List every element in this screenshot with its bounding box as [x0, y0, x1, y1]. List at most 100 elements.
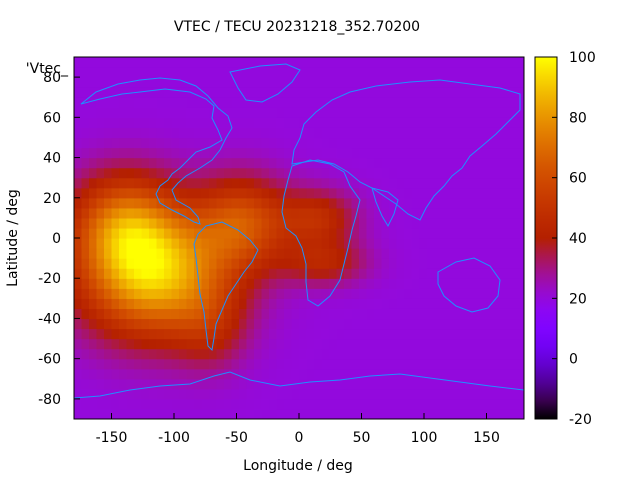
heatmap-cell [441, 67, 450, 78]
heatmap-cell [441, 278, 450, 289]
heatmap-cell [179, 157, 188, 169]
heatmap-cell [291, 248, 300, 259]
heatmap-cell [104, 157, 113, 169]
heatmap-cell [501, 258, 510, 269]
heatmap-cell [321, 258, 330, 269]
heatmap-cell [261, 388, 270, 400]
heatmap-cell [156, 368, 165, 380]
heatmap-cell [419, 408, 428, 419]
heatmap-cell [209, 197, 218, 209]
heatmap-cell [426, 248, 435, 259]
heatmap-cell [89, 187, 98, 199]
heatmap-cell [516, 117, 524, 128]
heatmap-cell [269, 338, 278, 350]
heatmap-cell [471, 368, 480, 380]
heatmap-cell [359, 137, 368, 149]
heatmap-cell [411, 298, 420, 309]
heatmap-cell [276, 187, 285, 199]
heatmap-cell [96, 408, 105, 419]
heatmap-cell [509, 97, 518, 108]
heatmap-cell [126, 328, 135, 340]
heatmap-cell [411, 147, 420, 159]
heatmap-cell [314, 288, 323, 299]
heatmap-cell [134, 67, 143, 78]
heatmap-cell [164, 57, 173, 68]
heatmap-cell [291, 217, 300, 229]
heatmap-cell [141, 117, 150, 128]
heatmap-cell [419, 107, 428, 118]
heatmap-cell [306, 258, 315, 269]
heatmap-cell [276, 408, 285, 419]
coast-south-america [193, 221, 259, 352]
heatmap-cell [276, 278, 285, 289]
heatmap-cell [269, 77, 278, 88]
heatmap-cell [224, 288, 233, 299]
heatmap-cell [449, 238, 458, 249]
heatmap-cell [494, 207, 503, 219]
heatmap-cell [254, 107, 263, 118]
heatmap-cell [186, 368, 195, 380]
heatmap-cell [314, 388, 323, 400]
heatmap-cell [81, 217, 90, 229]
heatmap-cell [486, 107, 495, 118]
heatmap-cell [246, 177, 255, 189]
heatmap-cell [126, 358, 135, 370]
heatmap-cell [194, 278, 203, 289]
heatmap-cell [344, 408, 353, 419]
heatmap-cell [479, 207, 488, 219]
heatmap-cell [441, 77, 450, 88]
heatmap-cell [104, 358, 113, 370]
heatmap-cell [381, 388, 390, 400]
heatmap-cell [96, 258, 105, 269]
heatmap-cell [501, 248, 510, 259]
heatmap-cell [149, 298, 158, 309]
heatmap-cell [209, 217, 218, 229]
heatmap-cell [404, 398, 413, 410]
heatmap-cell [89, 358, 98, 370]
heatmap-cell [126, 288, 135, 299]
heatmap-cell [291, 67, 300, 78]
heatmap-cell [216, 288, 225, 299]
heatmap-cell [434, 197, 443, 209]
heatmap-cell [396, 207, 405, 219]
heatmap-cell [464, 207, 473, 219]
heatmap-cell [284, 348, 293, 360]
heatmap-cell [471, 308, 480, 320]
heatmap-cell [149, 248, 158, 259]
heatmap-cell [434, 368, 443, 380]
heatmap-cell [171, 398, 180, 410]
heatmap-cell [81, 248, 90, 259]
heatmap-cell [224, 167, 233, 179]
heatmap-cell [389, 388, 398, 400]
heatmap-cell [186, 358, 195, 370]
heatmap-cell [479, 298, 488, 309]
heatmap-cell [336, 298, 345, 309]
heatmap-cell [441, 358, 450, 370]
heatmap-cell [201, 248, 210, 259]
heatmap-cell [516, 388, 524, 400]
heatmap-cell [149, 77, 158, 88]
heatmap-cell [494, 147, 503, 159]
heatmap-cell [261, 107, 270, 118]
heatmap-cell [426, 388, 435, 400]
heatmap-cell [141, 268, 150, 279]
heatmap-cell [501, 328, 510, 340]
heatmap-cell [441, 227, 450, 239]
heatmap-cell [156, 398, 165, 410]
heatmap-cell [441, 107, 450, 118]
heatmap-cell [434, 308, 443, 320]
heatmap-cell [471, 87, 480, 98]
heatmap-cell [306, 328, 315, 340]
heatmap-cell [441, 248, 450, 259]
heatmap-cell [254, 77, 263, 88]
heatmap-cell [396, 117, 405, 128]
heatmap-cell [171, 127, 180, 139]
heatmap-cell [509, 147, 518, 159]
heatmap-cell [449, 358, 458, 370]
heatmap-cell [186, 97, 195, 108]
heatmap-cell [464, 348, 473, 360]
heatmap-cell [366, 77, 375, 88]
heatmap-cell [419, 298, 428, 309]
heatmap-cell [141, 308, 150, 320]
heatmap-cell [156, 127, 165, 139]
